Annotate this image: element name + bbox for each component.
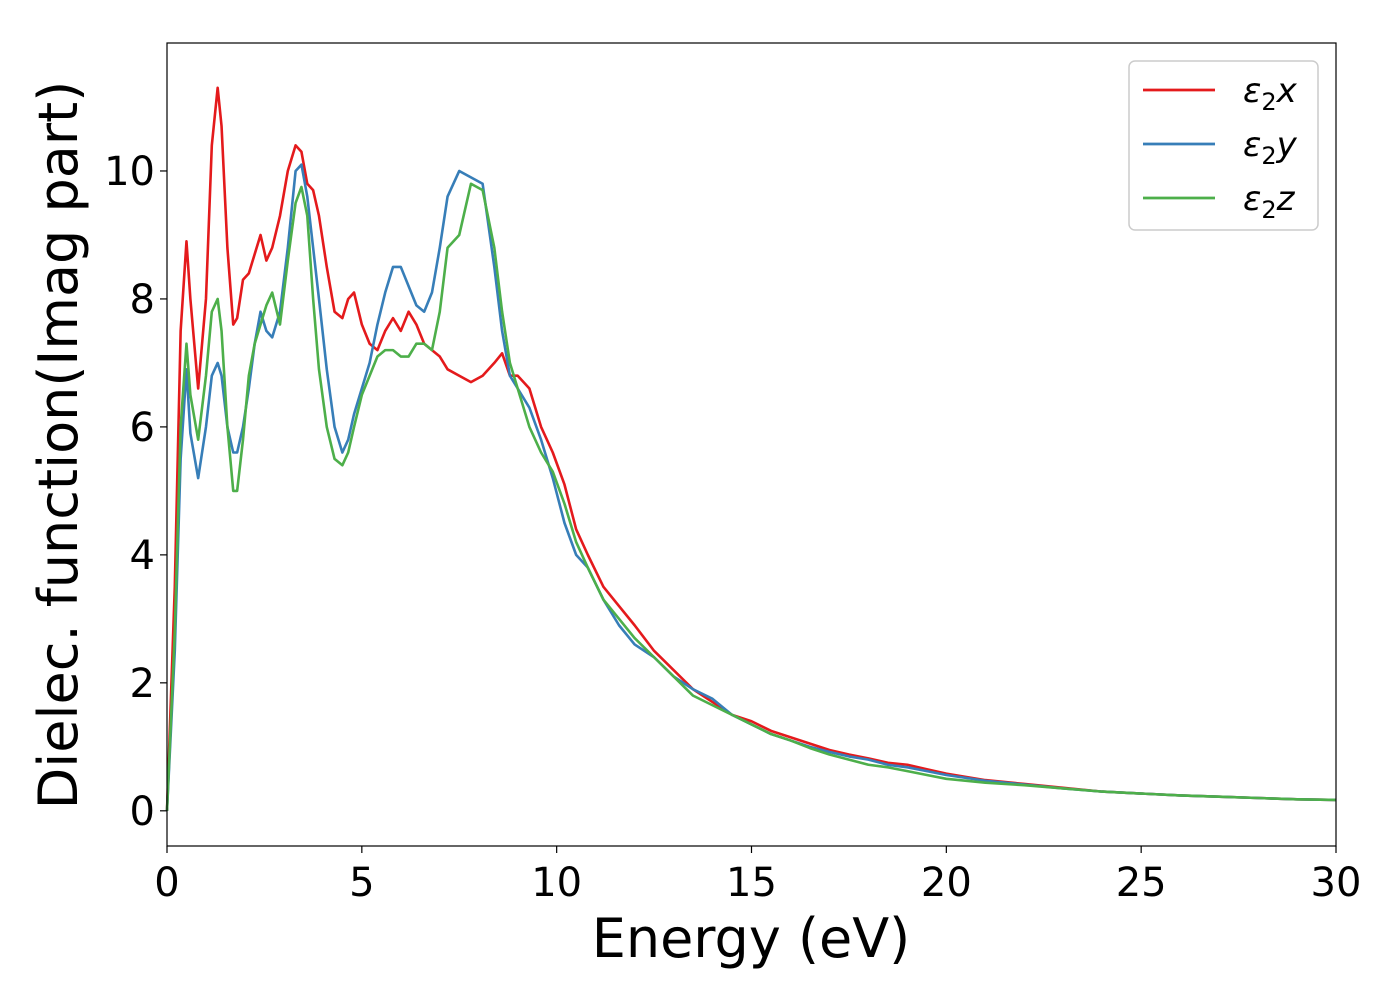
y-axis-ticks: 0 2 4 6 8 10	[104, 149, 167, 835]
x-tick-label: 30	[1311, 860, 1362, 906]
legend-label-x: ε2x	[1243, 71, 1298, 116]
x-tick-label: 5	[349, 860, 374, 906]
legend-box	[1128, 60, 1319, 231]
legend: ε2x ε2y ε2z	[1128, 60, 1319, 231]
legend-label-z: ε2z	[1243, 179, 1296, 224]
y-tick-label: 2	[130, 661, 155, 707]
x-tick-label: 20	[921, 860, 972, 906]
y-tick-label: 8	[130, 277, 155, 323]
y-axis-title: Dielec. function(Imag part)	[27, 81, 90, 810]
y-tick-label: 0	[130, 789, 155, 835]
y-tick-label: 6	[130, 405, 155, 451]
x-axis-title: Energy (eV)	[592, 907, 911, 970]
series-layer	[165, 86, 1337, 811]
x-tick-label: 0	[154, 860, 179, 906]
legend-label-y: ε2y	[1243, 125, 1298, 170]
y-tick-label: 4	[130, 533, 155, 579]
x-tick-label: 10	[531, 860, 582, 906]
x-axis-ticks: 0 5 10 15 20 25 30	[154, 846, 1361, 906]
x-tick-label: 25	[1116, 860, 1167, 906]
x-tick-label: 15	[726, 860, 777, 906]
series-line-z	[165, 182, 1337, 811]
y-tick-label: 10	[104, 149, 155, 195]
